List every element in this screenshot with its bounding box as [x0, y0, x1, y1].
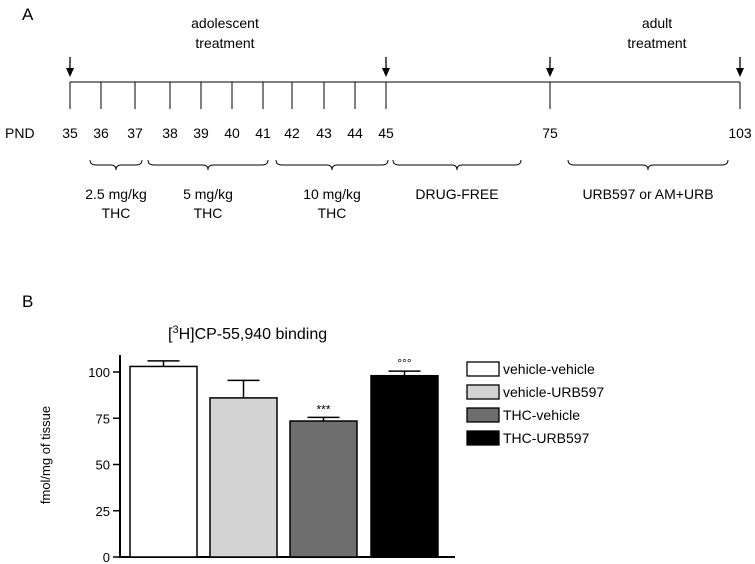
day-label: 37	[127, 125, 143, 141]
y-axis-label: fmol/mg of tissue	[38, 406, 53, 504]
bar-vehicle-vehicle	[129, 365, 198, 558]
down-arrow-icon	[382, 57, 390, 77]
phase-label-line2: THC	[102, 205, 131, 221]
bar-THC-URB597	[370, 374, 439, 558]
legend-swatch	[466, 430, 500, 446]
panel-b-label: B	[22, 292, 33, 311]
day-label: 35	[62, 125, 78, 141]
day-label: 103	[728, 125, 752, 141]
phase-brace	[567, 159, 729, 171]
timeline-day-labels: 35 36 37 38 39 40 41 42 43 44 45 75 103	[62, 125, 752, 141]
day-label: 36	[93, 125, 109, 141]
legend-label: vehicle-vehicle	[503, 361, 595, 377]
legend-label: THC-URB597	[503, 430, 590, 446]
adolescent-label-line1: adolescent	[191, 15, 259, 31]
panel-a-label: A	[22, 5, 34, 24]
timeline-ticks	[69, 82, 741, 109]
bar-vehicle-URB597	[209, 397, 278, 558]
phase-label-line1: 2.5 mg/kg	[85, 186, 146, 202]
y-tick-label: 50	[96, 458, 110, 473]
phase-braces	[89, 159, 729, 171]
day-label: 43	[316, 125, 332, 141]
legend: vehicle-vehicle vehicle-URB597 THC-vehicle…	[466, 361, 604, 446]
down-arrow-icon	[66, 57, 74, 77]
phase-label-line1: 5 mg/kg	[183, 186, 233, 202]
phase-labels: 2.5 mg/kg THC 5 mg/kg THC 10 mg/kg THC DRUG-FR…	[85, 186, 713, 221]
y-tick-label: 25	[96, 504, 110, 519]
legend-label: vehicle-URB597	[503, 384, 604, 400]
phase-brace	[275, 159, 389, 171]
timeline-arrows	[66, 57, 744, 77]
legend-swatch	[466, 407, 500, 423]
adult-label-line2: treatment	[627, 35, 686, 51]
legend-swatch	[466, 384, 500, 400]
phase-brace	[392, 159, 522, 171]
phase-label-line2: THC	[318, 205, 347, 221]
significance-label: °°°	[397, 356, 412, 370]
day-label: 40	[224, 125, 240, 141]
day-label: 39	[193, 125, 209, 141]
pnd-label: PND	[5, 125, 35, 141]
adult-label-line1: adult	[642, 15, 672, 31]
y-tick-label: 100	[88, 365, 110, 380]
phase-label-line2: THC	[194, 205, 223, 221]
phase-label-line1: DRUG-FREE	[415, 186, 498, 202]
legend-label: THC-vehicle	[503, 407, 580, 423]
day-label: 44	[347, 125, 363, 141]
legend-swatch	[466, 361, 500, 377]
adolescent-label-line2: treatment	[195, 35, 254, 51]
down-arrow-icon	[736, 57, 744, 77]
day-label: 41	[255, 125, 271, 141]
day-label: 38	[162, 125, 178, 141]
bar-THC-vehicle	[289, 420, 358, 558]
y-tick-label: 0	[103, 550, 110, 564]
y-tick-label: 75	[96, 411, 110, 426]
significance-label: ***	[316, 402, 330, 416]
down-arrow-icon	[546, 57, 554, 77]
phase-brace	[147, 159, 269, 171]
phase-brace	[89, 159, 143, 171]
y-axis-ticks: 0 25 50 75 100	[88, 365, 120, 564]
day-label: 45	[378, 125, 394, 141]
phase-label-line1: URB597 or AM+URB	[582, 186, 713, 202]
chart-title: [3H]CP-55,940 binding	[168, 324, 327, 343]
phase-label-line1: 10 mg/kg	[303, 186, 361, 202]
bars: *** °°°	[129, 356, 439, 558]
day-label: 42	[284, 125, 300, 141]
day-label: 75	[542, 125, 558, 141]
